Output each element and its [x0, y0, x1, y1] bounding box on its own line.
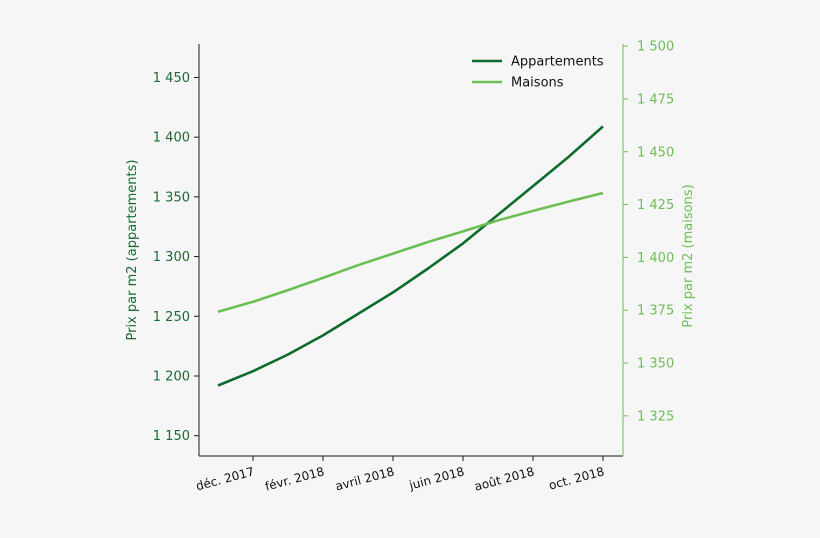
series-lines [217, 125, 604, 387]
right-tick-label: 1 325 [637, 409, 674, 424]
left-tick-label: 1 300 [153, 250, 190, 265]
legend: Appartements Maisons [472, 55, 604, 91]
right-tick-label: 1 400 [637, 251, 674, 266]
right-tick-label: 1 375 [637, 304, 674, 319]
left-tick-label: 1 150 [153, 429, 190, 444]
right-tick-label: 1 450 [637, 145, 674, 160]
right-tick-label: 1 425 [637, 198, 674, 213]
y-axis-left-title: Prix par m2 (appartements) [125, 160, 140, 341]
y-axis-right-title: Prix par m2 (maisons) [681, 184, 696, 327]
legend-entry-label: Maisons [511, 76, 564, 91]
right-tick-label: 1 475 [637, 92, 674, 107]
series-line-maisons [217, 191, 604, 313]
series-line-appartements [217, 125, 604, 387]
x-tick-label: juin 2018 [407, 464, 466, 492]
legend-entry-label: Appartements [511, 55, 604, 70]
left-tick-label: 1 350 [153, 190, 190, 205]
right-tick-label: 1 500 [637, 40, 674, 55]
x-tick-label: févr. 2018 [264, 464, 326, 493]
x-tick-label: avril 2018 [334, 464, 396, 493]
left-tick-label: 1 400 [153, 131, 190, 146]
right-tick-label: 1 350 [637, 357, 674, 372]
left-tick-label: 1 200 [153, 369, 190, 384]
x-tick-label: déc. 2017 [194, 464, 255, 493]
x-tick-label: août 2018 [473, 464, 536, 493]
left-tick-label: 1 250 [153, 310, 190, 325]
axes: 1 150 1 200 1 250 1 300 1 350 1 400 1 450 1 325… [125, 40, 696, 494]
x-tick-label: oct. 2018 [547, 464, 606, 492]
left-tick-label: 1 450 [153, 71, 190, 86]
